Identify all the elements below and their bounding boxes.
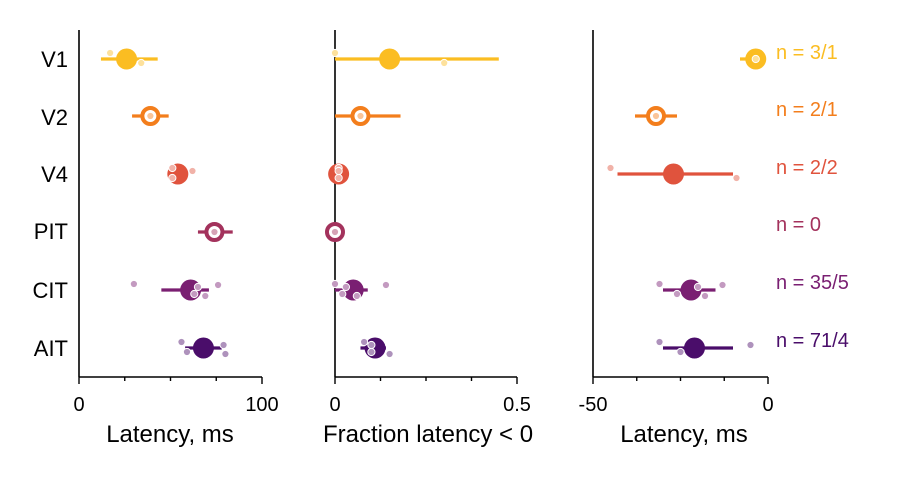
data-point-cit <box>193 282 203 292</box>
row-label-v1: V1 <box>41 47 68 72</box>
panel-latency-tick-min: 0 <box>73 394 84 416</box>
data-point-v4 <box>168 163 177 173</box>
data-point-v2 <box>146 111 155 121</box>
n-label-ait: n = 71/4 <box>776 330 849 352</box>
data-point-ait <box>655 337 664 347</box>
data-point-v1 <box>106 48 115 58</box>
panel-fraction-tick-min: 0 <box>329 394 340 416</box>
panel-negative-latency: -50 0 Latency, ms <box>579 30 774 448</box>
data-point-cit <box>693 282 703 292</box>
mean-marker-v4 <box>663 163 684 185</box>
row-labels: V1 V2 V4 PIT CIT AIT <box>33 47 68 361</box>
data-point-v2 <box>356 111 365 121</box>
panel-fraction: 0 0.5 Fraction latency < 0 <box>323 30 533 448</box>
data-point-cit <box>700 291 710 301</box>
data-point-cit <box>352 291 361 301</box>
n-label-pit: n = 0 <box>776 214 821 236</box>
data-point-v4 <box>334 166 343 176</box>
data-point-ait <box>367 347 376 357</box>
panel-negative-latency-x-label: Latency, ms <box>620 421 748 448</box>
data-point-cit <box>213 280 223 290</box>
n-label-cit: n = 35/5 <box>776 272 849 294</box>
n-label-v1: n = 3/1 <box>776 42 838 64</box>
data-point-v4 <box>606 163 615 173</box>
n-label-v4: n = 2/2 <box>776 157 838 179</box>
panel-negative-latency-marks <box>606 48 767 359</box>
data-point-cit <box>330 279 340 289</box>
panel-negative-latency-tick-min: -50 <box>579 394 608 416</box>
panel-fraction-tick-max: 0.5 <box>503 394 531 416</box>
data-point-cit <box>338 289 347 299</box>
data-point-cit <box>201 291 210 301</box>
data-point-pit <box>210 227 219 237</box>
data-point-v2 <box>651 111 661 121</box>
data-point-cit <box>129 279 138 289</box>
panel-latency-x-label: Latency, ms <box>106 421 234 448</box>
panel-negative-latency-tick-max: 0 <box>762 394 773 416</box>
panel-fraction-x-label: Fraction latency < 0 <box>323 421 533 448</box>
data-point-v4 <box>168 173 177 183</box>
n-labels: n = 3/1 n = 2/1 n = 2/2 n = 0 n = 35/5 n… <box>776 42 849 352</box>
mean-marker-v1 <box>116 48 138 70</box>
data-point-ait <box>676 347 685 357</box>
panel-latency-ticks <box>78 377 263 384</box>
mean-marker-ait <box>192 337 214 359</box>
data-point-cit <box>190 289 199 299</box>
data-point-v1 <box>440 58 449 68</box>
data-point-v1 <box>751 54 760 64</box>
data-point-ait <box>219 340 228 350</box>
data-point-cit <box>672 289 682 299</box>
data-point-v1 <box>330 48 340 58</box>
data-point-ait <box>177 337 186 347</box>
data-point-ait <box>221 349 230 359</box>
panel-fraction-marks <box>325 48 499 359</box>
data-point-ait <box>182 347 192 357</box>
data-point-cit <box>655 279 664 289</box>
panel-fraction-ticks <box>334 377 518 384</box>
data-point-ait <box>367 340 376 350</box>
panel-latency-marks <box>100 48 233 359</box>
data-point-ait <box>360 337 369 347</box>
row-label-cit: CIT <box>33 278 68 303</box>
data-point-v4 <box>732 173 741 183</box>
data-point-v4 <box>188 166 197 176</box>
row-label-ait: AIT <box>34 336 68 361</box>
data-point-v4 <box>334 173 343 183</box>
data-point-ait <box>746 340 755 350</box>
row-label-v2: V2 <box>41 105 68 130</box>
data-point-cit <box>718 280 727 290</box>
panel-latency: 0 100 Latency, ms <box>73 30 279 448</box>
data-point-pit <box>330 227 340 237</box>
mean-marker-v1 <box>379 48 401 70</box>
data-point-v1 <box>137 58 146 68</box>
mean-marker-ait <box>684 337 705 359</box>
row-label-v4: V4 <box>41 162 68 187</box>
data-point-ait <box>385 349 394 359</box>
row-label-pit: PIT <box>34 219 68 244</box>
panel-negative-latency-ticks <box>592 377 769 384</box>
panel-latency-tick-max: 100 <box>245 394 278 416</box>
data-point-cit <box>381 280 391 290</box>
data-point-cit <box>341 282 351 292</box>
n-label-v2: n = 2/1 <box>776 99 838 121</box>
